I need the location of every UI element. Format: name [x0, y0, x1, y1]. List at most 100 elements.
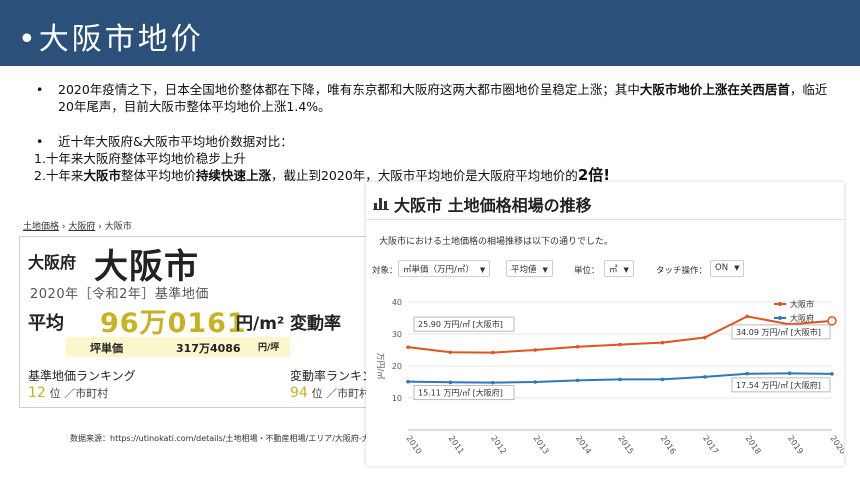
- bullet-text: 近十年大阪府&大阪市平均地价数据对比：: [58, 134, 293, 149]
- breadcrumb-separator: ›: [59, 222, 69, 232]
- y-tick-label: 20: [392, 362, 402, 371]
- legend-entry: 大阪府: [790, 313, 814, 323]
- change-ranking-number: 94: [290, 385, 308, 401]
- unit-select[interactable]: ㎡ ▼: [604, 260, 634, 277]
- data-point: [618, 342, 622, 347]
- x-tick-label: 2012: [489, 434, 508, 456]
- data-point: [533, 380, 537, 384]
- list-emphasis-text: 2倍!: [577, 166, 611, 184]
- list-text: 整体平均地价: [120, 168, 196, 183]
- target-label: 対象：: [372, 266, 398, 276]
- data-point: [575, 378, 580, 383]
- x-tick-label: 2019: [786, 434, 805, 456]
- bullet-text: ，临近20年尾声，目前大阪市整体平均地价上涨1.4%。: [58, 82, 828, 114]
- data-point: [533, 348, 537, 352]
- land-price-line-chart: 10 20 30 40 万円/㎡ 2010 2011 2012 2013 2014 2015 2016…: [376, 298, 844, 456]
- list-item-2: 2.十年来大阪市整体平均地价持续快速上涨，截止到2020年，大阪市平均地价是大阪…: [34, 167, 836, 184]
- change-ranking-label: 変動率ランキング: [290, 369, 371, 383]
- chart-panel-title: 大阪市 土地価格相場の推移: [394, 196, 592, 215]
- chevron-down-icon: ▼: [542, 266, 548, 274]
- price-ranking-suffix: 位 ／市町村: [49, 387, 109, 400]
- y-tick-label: 10: [392, 394, 402, 403]
- annotation-box: [731, 377, 831, 393]
- legend-marker: [778, 316, 782, 320]
- breadcrumb-separator: ›: [95, 222, 105, 232]
- annotation-box: [413, 316, 515, 332]
- list-text: 2.十年来: [34, 168, 84, 183]
- data-point: [703, 335, 707, 340]
- page-header: •大阪市地价: [0, 0, 860, 66]
- y-tick-label: 40: [392, 298, 402, 307]
- list-bold-text: 持续快速上涨: [195, 168, 271, 183]
- bullet-dot: •: [36, 82, 44, 97]
- bullet-bold-text: 大阪市地价上涨在关西居首: [639, 82, 790, 97]
- year-label: 2020年［令和2年］基準地価: [30, 287, 209, 302]
- tsubo-value: 317万4086: [176, 342, 241, 355]
- touch-label: タッチ操作：: [656, 266, 708, 276]
- average-label: 平均: [28, 313, 64, 334]
- x-tick-label: 2016: [659, 434, 678, 456]
- price-ranking-label: 基準地価ランキング: [28, 369, 136, 383]
- chart-description: 大阪市における土地価格の相場推移は以下の通りでした。: [379, 237, 614, 247]
- bullet-item-1: • 2020年疫情之下，日本全国地价整体都在下降，唯有东京都和大阪府这两大都市圈…: [36, 81, 836, 115]
- data-point: [491, 380, 495, 385]
- list-bold-text: 大阪市: [83, 168, 121, 183]
- data-source-note: 数据来源：https://utinokati.com/details/土地相場・…: [70, 434, 389, 443]
- data-point: [448, 350, 453, 355]
- x-tick-label: 2014: [574, 434, 593, 456]
- tsubo-unit: 円/坪: [258, 343, 280, 353]
- data-point: [787, 371, 792, 376]
- change-ranking-value: 94 位 ／市町村: [290, 385, 370, 401]
- highlight-point: [827, 316, 837, 326]
- annotation-label: 25.90 万円/㎡ [大阪市]: [418, 319, 503, 329]
- tsubo-label: 坪単価: [90, 342, 123, 355]
- data-point: [830, 372, 834, 376]
- data-point: [406, 345, 410, 349]
- bullet-dot: •: [36, 134, 44, 149]
- x-tick-label: 2017: [701, 434, 720, 456]
- page-title: •大阪市地价: [18, 22, 204, 57]
- annotation-label: 34.09 万円/㎡ [大阪市]: [736, 327, 821, 337]
- breadcrumb-link-osaka-pref[interactable]: 大阪府: [68, 222, 96, 232]
- breadcrumb-current: 大阪市: [104, 222, 132, 232]
- data-point: [575, 345, 580, 349]
- bar-chart-icon: [373, 198, 389, 210]
- x-tick-label: 2013: [532, 434, 551, 456]
- chevron-down-icon: ▼: [479, 266, 486, 274]
- breadcrumb-link-land-price[interactable]: 土地価格: [23, 222, 60, 232]
- change-rate-label: 変動率: [290, 314, 341, 334]
- list-item-1: 1.十年来大阪府整体平均地价稳步上升: [34, 151, 246, 166]
- target-select[interactable]: ㎡単価（万円/㎡） ▼: [398, 260, 491, 277]
- data-point: [703, 375, 707, 379]
- annotation-box: [731, 324, 831, 340]
- x-tick-label: 2018: [744, 434, 763, 456]
- prefecture-name: 大阪府: [28, 253, 77, 272]
- data-point: [745, 371, 749, 376]
- touch-select[interactable]: ON ▼: [710, 260, 745, 277]
- average-unit: 円/m²: [236, 314, 285, 334]
- y-tick-label: 30: [392, 330, 402, 339]
- divider: [366, 219, 844, 220]
- land-price-card: 大阪府 大阪市 2020年［令和2年］基準地価 平均 96万0161 円/m² …: [19, 236, 371, 408]
- stat-select-value: 平均値: [511, 265, 537, 275]
- tsubo-price-box: 坪単価 317万4086 円/坪: [66, 337, 290, 357]
- stat-select[interactable]: 平均値 ▼: [506, 260, 553, 277]
- legend-entry: 大阪市: [790, 299, 814, 309]
- target-select-value: ㎡単価（万円/㎡）: [403, 265, 474, 275]
- data-point: [618, 377, 622, 382]
- annotation-label: 15.11 万円/㎡ [大阪府]: [418, 388, 503, 398]
- x-tick-label: 2011: [447, 434, 466, 456]
- data-point: [448, 380, 453, 385]
- annotation-box: [413, 385, 515, 401]
- annotation-label: 17.54 万円/㎡ [大阪府]: [736, 380, 821, 390]
- touch-select-value: ON: [715, 263, 729, 273]
- chevron-down-icon: ▼: [734, 264, 740, 272]
- data-point: [491, 350, 495, 355]
- price-ranking-number: 12: [28, 385, 46, 401]
- legend-marker: [778, 302, 782, 306]
- bullet-list: • 2020年疫情之下，日本全国地价整体都在下降，唯有东京都和大阪府这两大都市圈…: [34, 81, 836, 184]
- x-tick-label: 2015: [616, 434, 635, 456]
- list-text: ，截止到2020年，大阪市平均地价是大阪府平均地价的: [270, 168, 578, 183]
- data-point: [406, 379, 410, 384]
- bullet-item-2: • 近十年大阪府&大阪市平均地价数据对比：: [36, 133, 836, 150]
